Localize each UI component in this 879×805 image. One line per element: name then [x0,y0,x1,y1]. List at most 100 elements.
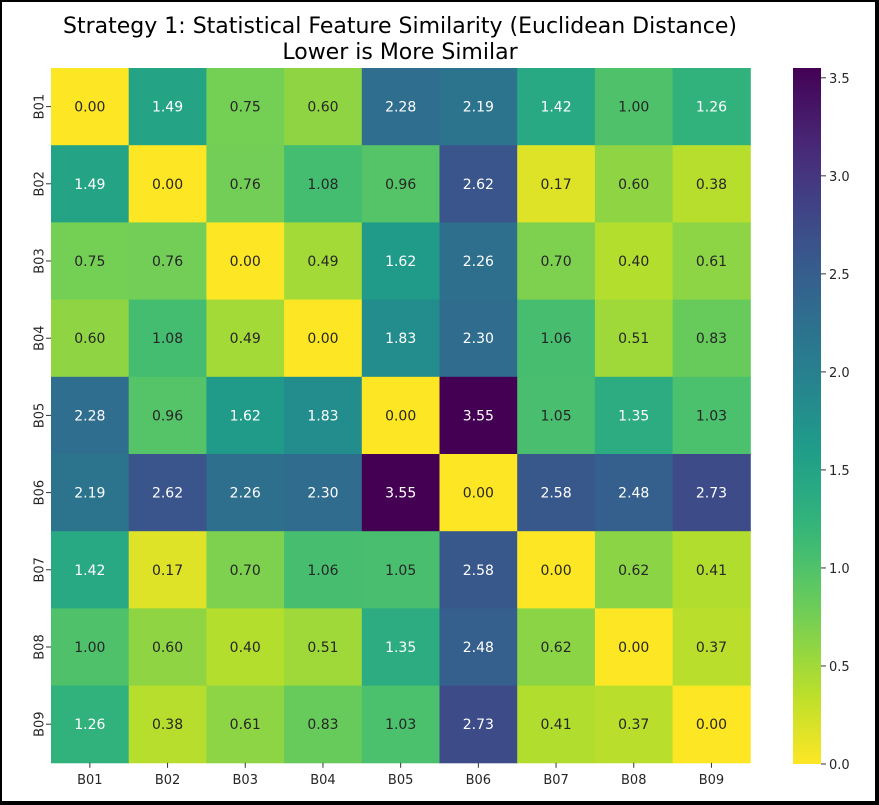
cell-value-label: 0.51 [307,640,338,656]
cell-value-label: 0.00 [152,177,183,193]
colorbar-tick-label: 2.5 [829,268,850,283]
heatmap-cell [594,685,674,764]
heatmap-cell [439,68,518,146]
y-tick-label: B05 [33,403,48,428]
heatmap-cell [206,685,285,764]
cell-value-label: 2.26 [463,254,494,270]
cell-value-label: 0.96 [152,408,183,424]
colorbar-tick-label: 1.0 [829,562,850,577]
cell-value-label: 1.08 [152,331,183,347]
y-tick-label: B09 [33,711,48,736]
cell-value-label: 2.19 [74,486,105,502]
heatmap-cell [51,299,130,378]
cell-value-label: 0.41 [540,717,571,733]
heatmap-cell [361,685,440,764]
cell-value-label: 1.62 [230,408,261,424]
heatmap-cell [517,376,596,455]
cell-value-label: 2.48 [463,640,494,656]
heatmap-cell [439,608,518,687]
heatmap-cell [51,454,130,532]
cell-value-label: 1.06 [540,331,571,347]
colorbar-tick-label: 1.5 [829,464,850,479]
heatmap-cell [361,299,440,378]
x-tick-label: B02 [155,773,180,788]
cell-value-label: 1.35 [618,408,649,424]
heatmap-cell [672,222,751,301]
heatmap-cell [51,608,130,687]
heatmap-cell [594,222,674,301]
cell-value-label: 0.00 [540,563,571,579]
cell-value-label: 2.73 [696,486,727,502]
heatmap-cell [284,531,363,609]
cell-value-label: 0.00 [74,100,105,116]
cell-value-label: 1.42 [74,563,105,579]
cell-value-label: 2.30 [463,331,494,347]
cell-value-label: 0.61 [230,717,261,733]
heatmap-cell [206,299,285,378]
cell-value-label: 0.75 [74,254,105,270]
heatmap-cell-labels: 0.00 1.49 0.75 0.60 2.28 2.19 1.42 1.00 1.26 1.49… [74,100,727,734]
cell-value-label: 0.00 [230,254,261,270]
heatmap-cell [517,145,596,223]
x-tick-label: B06 [466,773,491,788]
y-tick-label: B04 [33,325,48,350]
heatmap-cell [51,685,130,764]
heatmap-cell [128,68,207,146]
heatmap-cells [51,68,751,764]
heatmap-cell [51,531,130,609]
heatmap-cell [361,222,440,301]
heatmap-cell [517,222,596,301]
cell-value-label: 0.75 [230,100,261,116]
cell-value-label: 0.40 [230,640,261,656]
heatmap-cell [594,531,674,609]
heatmap-cell [284,145,363,223]
cell-value-label: 0.37 [618,717,649,733]
cell-value-label: 0.00 [696,717,727,733]
colorbar-tick-label: 3.5 [829,72,850,87]
heatmap-cell [594,299,674,378]
cell-value-label: 2.28 [74,408,105,424]
y-tick-label: B06 [33,480,48,505]
heatmap-cell [517,608,596,687]
cell-value-label: 1.03 [696,408,727,424]
cell-value-label: 1.83 [385,331,416,347]
cell-value-label: 2.73 [463,717,494,733]
heatmap-cell [594,145,674,223]
cell-value-label: 1.42 [540,100,571,116]
cell-value-label: 0.00 [463,486,494,502]
cell-value-label: 1.05 [385,563,416,579]
heatmap-cell [128,376,207,455]
heatmap-cell [284,608,363,687]
cell-value-label: 0.61 [696,254,727,270]
heatmap-cell [284,454,363,532]
heatmap-cell [284,685,363,764]
cell-value-label: 0.41 [696,563,727,579]
heatmap-cell [206,608,285,687]
heatmap-cell [206,376,285,455]
cell-value-label: 0.49 [230,331,261,347]
heatmap-cell [672,531,751,609]
heatmap-cell [361,145,440,223]
cell-value-label: 0.76 [152,254,183,270]
heatmap-cell [672,68,751,146]
cell-value-label: 0.37 [696,640,727,656]
heatmap-cell [206,222,285,301]
chart-title: Strategy 1: Statistical Feature Similari… [63,14,737,39]
heatmap-cell [284,222,363,301]
heatmap-cell [206,531,285,609]
cell-value-label: 2.58 [463,563,494,579]
x-tick-label: B05 [388,773,413,788]
cell-value-label: 1.26 [74,717,105,733]
cell-value-label: 0.60 [307,100,338,116]
heatmap-cell [517,454,596,532]
colorbar-tick-label: 0.5 [829,660,850,675]
y-tick-label: B08 [33,634,48,659]
cell-value-label: 2.28 [385,100,416,116]
heatmap-cell [439,145,518,223]
heatmap-cell [594,68,674,146]
heatmap-cell [128,685,207,764]
heatmap-cell [284,376,363,455]
y-axis: B01 B02 B03 B04 B05 B06 B07 B08 B09 [33,94,51,737]
heatmap-cell [361,454,440,532]
